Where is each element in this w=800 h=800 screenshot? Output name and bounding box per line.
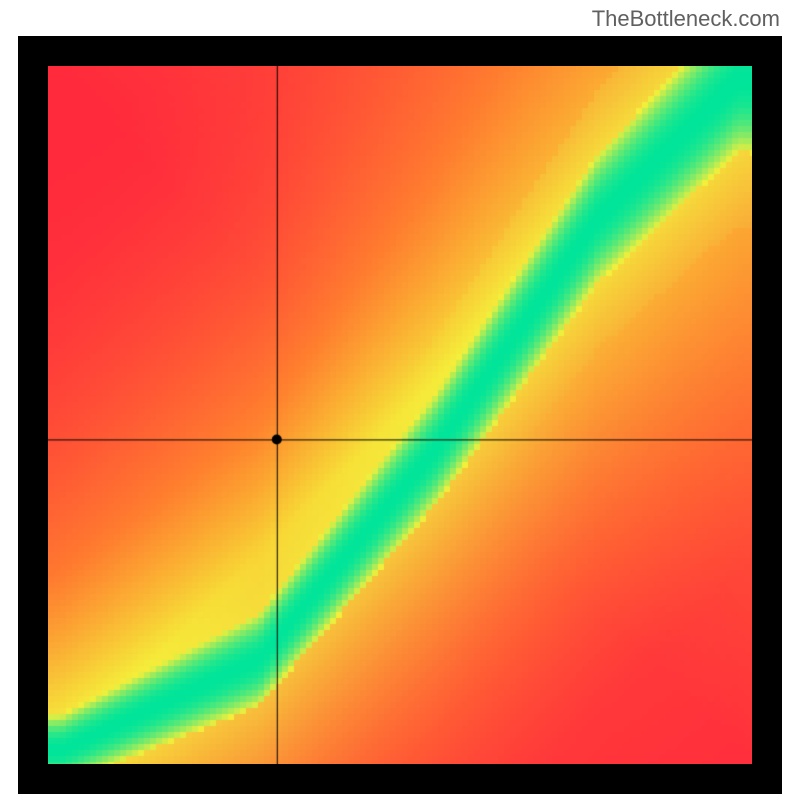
heatmap-canvas (48, 66, 752, 764)
chart-container: TheBottleneck.com (0, 0, 800, 800)
attribution-text: TheBottleneck.com (592, 6, 780, 32)
plot-frame (18, 36, 782, 794)
